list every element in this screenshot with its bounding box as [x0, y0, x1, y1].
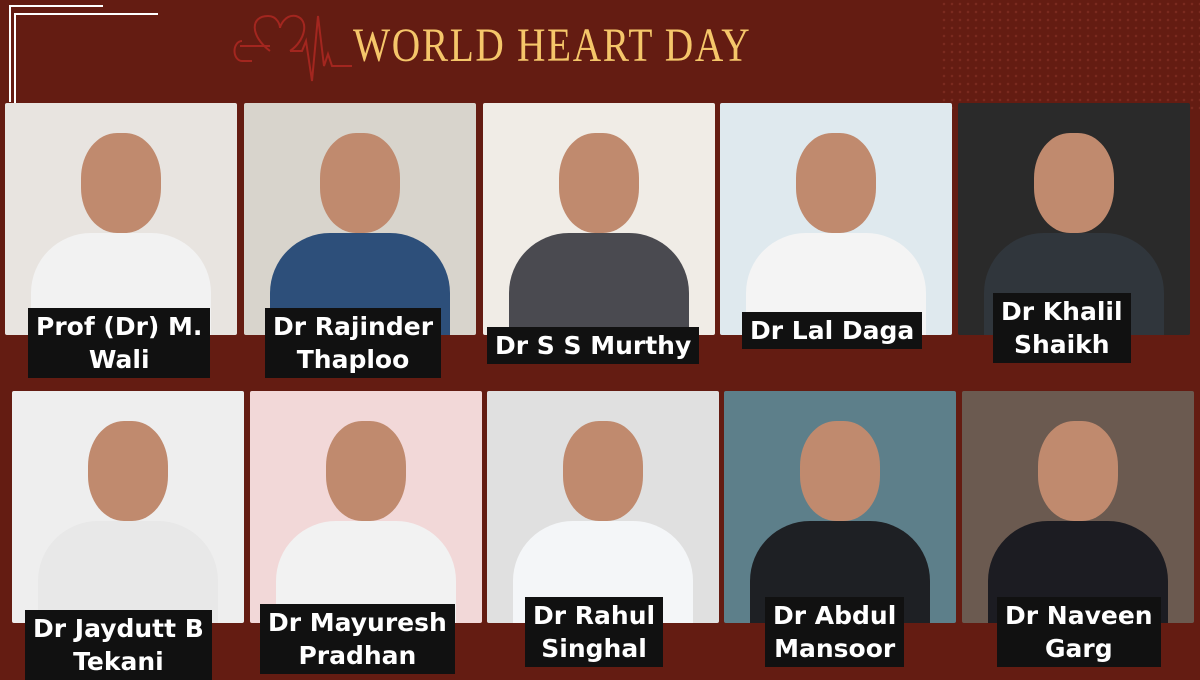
name-line: Dr Lal Daga: [750, 316, 915, 345]
name-line: Dr Rahul: [533, 601, 656, 630]
name-line: Dr Khalil: [1001, 297, 1123, 326]
name-line: Dr Mayuresh: [268, 608, 447, 637]
name-line: Dr Jaydutt B: [33, 614, 204, 643]
doctor-photo: [250, 391, 482, 623]
doctor-name-label: Dr Naveen Garg: [997, 597, 1161, 667]
page-title: WORLD HEART DAY: [353, 19, 752, 72]
doctor-photo: [12, 391, 244, 623]
doctor-name-label: Dr Rajinder Thaploo: [265, 308, 442, 378]
decorative-frame: [14, 13, 158, 105]
name-line: Dr S S Murthy: [495, 331, 692, 360]
doctor-name-label: Dr S S Murthy: [487, 327, 700, 364]
doctor-name-label: Dr Lal Daga: [742, 312, 923, 349]
decorative-frame: [9, 5, 103, 102]
doctor-name-label: Prof (Dr) M. Wali: [28, 308, 211, 378]
doctor-photo: [724, 391, 956, 623]
doctor-name-label: Dr Mayuresh Pradhan: [260, 604, 455, 674]
doctor-photo: [483, 103, 715, 335]
heart-ecg-icon: [233, 14, 352, 82]
dot-pattern: [940, 0, 1200, 110]
doctor-photo: [487, 391, 719, 623]
name-line: Tekani: [73, 647, 164, 676]
name-line: Dr Abdul: [773, 601, 897, 630]
name-line: Prof (Dr) M.: [36, 312, 203, 341]
name-line: Pradhan: [298, 641, 417, 670]
doctor-photo: [962, 391, 1194, 623]
name-line: Garg: [1044, 634, 1113, 663]
name-line: Singhal: [541, 634, 647, 663]
name-line: Wali: [88, 345, 150, 374]
doctor-photo: [244, 103, 476, 335]
name-line: Thaploo: [296, 345, 410, 374]
name-line: Mansoor: [774, 634, 896, 663]
name-line: Dr Naveen: [1005, 601, 1153, 630]
doctor-name-label: Dr Abdul Mansoor: [765, 597, 905, 667]
doctor-name-label: Dr Jaydutt B Tekani: [25, 610, 212, 680]
doctor-name-label: Dr Khalil Shaikh: [993, 293, 1131, 363]
doctor-photo: [5, 103, 237, 335]
name-line: Shaikh: [1013, 330, 1110, 359]
doctor-name-label: Dr Rahul Singhal: [525, 597, 664, 667]
doctor-photo: [720, 103, 952, 335]
name-line: Dr Rajinder: [273, 312, 434, 341]
